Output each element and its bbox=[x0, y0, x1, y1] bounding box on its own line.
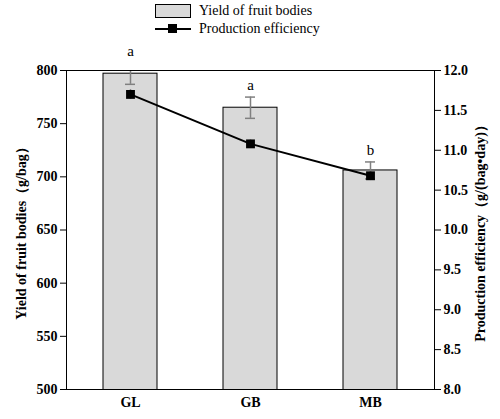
svg-text:650: 650 bbox=[37, 222, 58, 237]
html-text:Yield of fruit bodies: Yield of fruit bodies bbox=[199, 3, 313, 18]
svg-text:Yield of fruit bodies（g/bag）: Yield of fruit bodies（g/bag） bbox=[14, 140, 29, 320]
svg-text:a: a bbox=[127, 43, 134, 59]
svg-text:GB: GB bbox=[240, 395, 260, 410]
svg-text:MB: MB bbox=[359, 395, 382, 410]
svg-text:a: a bbox=[247, 77, 254, 93]
svg-text:10.0: 10.0 bbox=[444, 222, 469, 237]
svg-text:10.5: 10.5 bbox=[444, 183, 469, 198]
svg-text:Production efficiency（g/(bag•d: Production efficiency（g/(bag•day)） bbox=[473, 118, 489, 342]
svg-text:12.0: 12.0 bbox=[444, 63, 469, 78]
svg-text:9.0: 9.0 bbox=[444, 302, 462, 317]
svg-text:11.0: 11.0 bbox=[444, 143, 468, 158]
svg-text:8.0: 8.0 bbox=[444, 382, 462, 397]
svg-text:750: 750 bbox=[37, 116, 58, 131]
svg-text:550: 550 bbox=[37, 329, 58, 344]
svg-text:500: 500 bbox=[37, 382, 58, 397]
svg-text:8.5: 8.5 bbox=[444, 342, 462, 357]
svg-text:600: 600 bbox=[37, 276, 58, 291]
html-text:Production efficiency: Production efficiency bbox=[199, 21, 320, 36]
svg-text:800: 800 bbox=[37, 63, 58, 78]
svg-text:9.5: 9.5 bbox=[444, 262, 462, 277]
svg-text:11.5: 11.5 bbox=[444, 103, 468, 118]
svg-text:GL: GL bbox=[120, 395, 140, 410]
svg-text:700: 700 bbox=[37, 169, 58, 184]
svg-text:b: b bbox=[367, 142, 375, 158]
